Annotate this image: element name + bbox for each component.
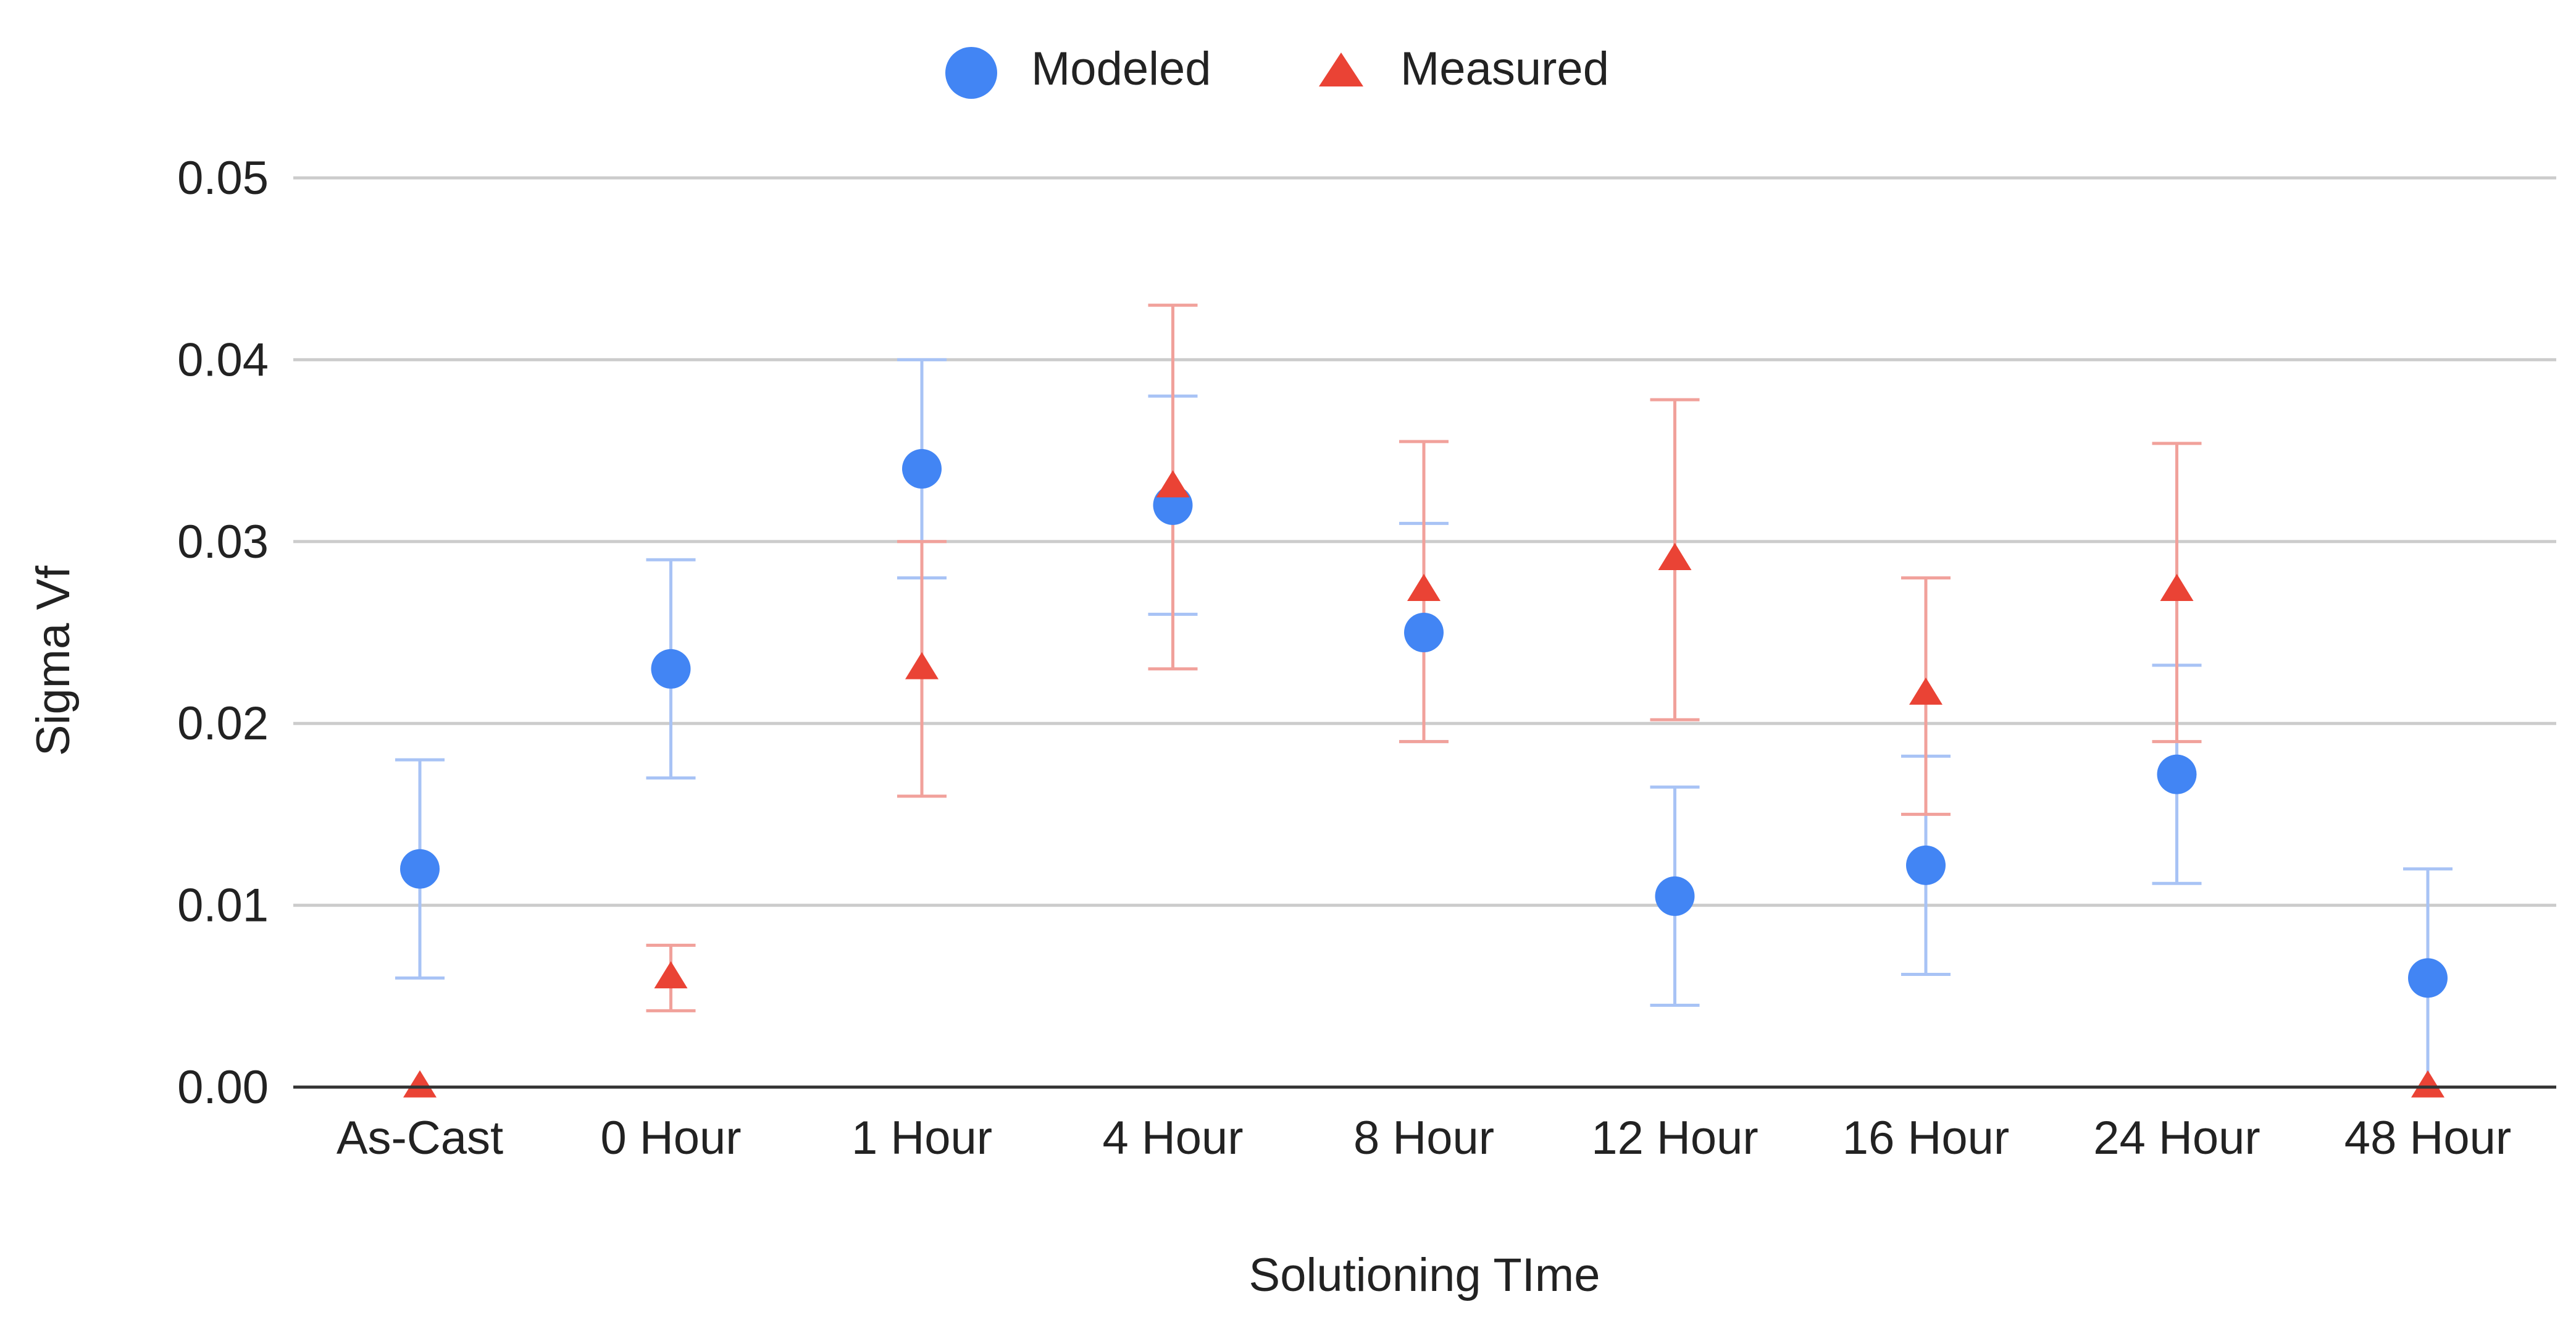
measured-point[interactable] <box>403 1070 437 1098</box>
modeled-point[interactable] <box>2408 958 2448 998</box>
modeled-point[interactable] <box>2157 754 2197 794</box>
measured-point[interactable] <box>1407 574 1441 602</box>
modeled-point[interactable] <box>902 449 942 489</box>
modeled-point[interactable] <box>1404 613 1444 652</box>
measured-point[interactable] <box>2160 574 2194 602</box>
x-tick-label: 16 Hour <box>1842 1112 2009 1164</box>
measured-point[interactable] <box>905 652 939 679</box>
x-tick-label: 8 Hour <box>1353 1112 1494 1164</box>
legend-modeled-label: Modeled <box>1031 43 1211 95</box>
legend[interactable]: Modeled Measured <box>945 43 1609 99</box>
x-axis-title: Solutioning TIme <box>1249 1249 1600 1301</box>
x-tick-label: 1 Hour <box>851 1112 992 1164</box>
measured-point[interactable] <box>1909 677 1942 705</box>
y-tick-labels: 0.00 0.01 0.02 0.03 0.04 0.05 <box>177 152 269 1114</box>
y-axis-title: Sigma Vf <box>27 565 80 756</box>
x-tick-label: 12 Hour <box>1591 1112 1758 1164</box>
modeled-point[interactable] <box>400 849 440 889</box>
measured-point[interactable] <box>654 961 688 989</box>
y-tick-label: 0.01 <box>177 880 269 932</box>
measured-point[interactable] <box>1658 542 1692 570</box>
y-tick-label: 0.02 <box>177 697 269 750</box>
measured-point[interactable] <box>1156 470 1190 498</box>
modeled-point[interactable] <box>651 649 691 689</box>
legend-modeled-marker <box>945 47 997 99</box>
legend-measured-marker <box>1319 53 1363 86</box>
x-tick-label: 4 Hour <box>1102 1112 1243 1164</box>
modeled-point[interactable] <box>1655 876 1695 916</box>
legend-measured-label: Measured <box>1400 43 1609 95</box>
y-tick-label: 0.03 <box>177 516 269 568</box>
x-tick-label: 0 Hour <box>600 1112 741 1164</box>
data-markers <box>400 449 2448 1098</box>
y-tick-label: 0.05 <box>177 152 269 204</box>
y-tick-label: 0.00 <box>177 1061 269 1114</box>
modeled-point[interactable] <box>1906 845 1946 885</box>
x-tick-labels: As-Cast 0 Hour 1 Hour 4 Hour 8 Hour 12 Hour 16… <box>337 1112 2511 1164</box>
error-bars <box>395 303 2453 1089</box>
measured-point[interactable] <box>2411 1070 2444 1098</box>
x-tick-label: 48 Hour <box>2344 1112 2511 1164</box>
x-tick-label: 24 Hour <box>2093 1112 2260 1164</box>
y-tick-label: 0.04 <box>177 334 269 386</box>
x-tick-label: As-Cast <box>337 1112 503 1164</box>
